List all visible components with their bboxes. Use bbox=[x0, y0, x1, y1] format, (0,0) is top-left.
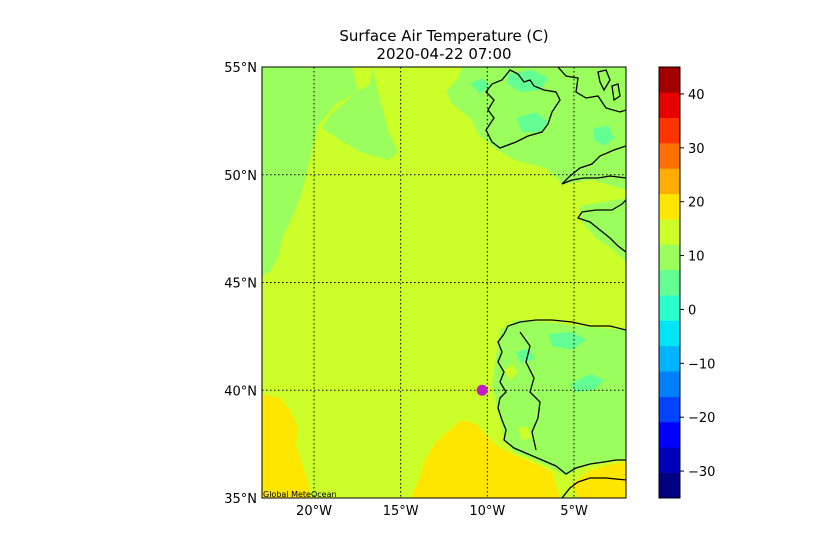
colorbar-segment bbox=[659, 244, 680, 271]
lat-tick-label: 35°N bbox=[224, 492, 257, 507]
colorbar-segment bbox=[659, 371, 680, 397]
lat-tick-label: 50°N bbox=[224, 169, 257, 184]
colorbar-segment bbox=[659, 219, 680, 245]
colorbar-tick-label: 40 bbox=[688, 88, 705, 103]
coastline-ireland bbox=[485, 69, 561, 149]
lat-tick-label: 45°N bbox=[224, 277, 257, 292]
border-spain-portugal bbox=[519, 331, 541, 451]
map-panel: Global MeteOcean bbox=[262, 67, 626, 499]
map-frame bbox=[261, 66, 627, 499]
coastline-morocco bbox=[561, 477, 626, 498]
graticule bbox=[262, 67, 626, 498]
longitude-tick-labels: 20°W 15°W 10°W 5°W bbox=[296, 504, 588, 519]
colorbar-tick-label: 10 bbox=[688, 250, 705, 265]
coastline-scotland-islands bbox=[597, 69, 621, 102]
colorbar-segment bbox=[659, 320, 680, 347]
coastline-britain bbox=[557, 67, 626, 185]
colorbar-segment bbox=[659, 143, 680, 169]
warm-patch-iberia bbox=[504, 364, 532, 440]
lat-tick-label: 40°N bbox=[224, 384, 257, 399]
temp-field-english-channel bbox=[580, 198, 626, 262]
colorbar: 40 30 20 10 0 −10 −20 −30 bbox=[658, 66, 715, 499]
cool-patch-ireland bbox=[470, 70, 614, 146]
colorbar-tick-label: −10 bbox=[688, 357, 715, 372]
colorbar-segment bbox=[659, 67, 680, 93]
colorbar-segment bbox=[659, 345, 680, 372]
colorbar-segment bbox=[659, 269, 680, 296]
map-title-line1: Surface Air Temperature (C) bbox=[339, 27, 548, 45]
observation-point-marker bbox=[476, 384, 488, 396]
colorbar-segment bbox=[659, 447, 680, 473]
coastline-brittany bbox=[576, 199, 626, 253]
colorbar-tick-label: −30 bbox=[688, 465, 715, 480]
colorbar-segment bbox=[659, 117, 680, 144]
colorbar-segment bbox=[659, 295, 680, 321]
map-title-line2: 2020-04-22 07:00 bbox=[376, 45, 511, 63]
lon-tick-label: 20°W bbox=[296, 504, 332, 519]
lon-tick-label: 10°W bbox=[469, 504, 505, 519]
coastline-iberia bbox=[497, 319, 626, 475]
coastlines bbox=[485, 67, 626, 498]
colorbar-segment bbox=[659, 193, 680, 220]
temp-field-southwest bbox=[262, 394, 310, 498]
colorbar-segment bbox=[659, 168, 680, 195]
colorbar-segment bbox=[659, 396, 680, 423]
lon-tick-label: 15°W bbox=[383, 504, 419, 519]
latitude-tick-labels: 55°N 50°N 45°N 40°N 35°N bbox=[224, 61, 257, 507]
colorbar-tick-label: −20 bbox=[688, 411, 715, 426]
colorbar-tick-label: 0 bbox=[688, 303, 696, 318]
temp-field-northwest bbox=[262, 67, 398, 276]
lat-tick-label: 55°N bbox=[224, 61, 257, 76]
map-watermark: Global MeteOcean bbox=[263, 490, 337, 499]
lon-tick-label: 5°W bbox=[560, 504, 588, 519]
temp-field-south bbox=[410, 420, 560, 498]
temp-field-mediterranean bbox=[572, 462, 626, 498]
colorbar-tick-label: 20 bbox=[688, 196, 705, 211]
colorbar-tick-label: 30 bbox=[688, 142, 705, 157]
colorbar-segment bbox=[659, 421, 680, 448]
cool-patch-iberia bbox=[516, 332, 604, 392]
colorbar-segment bbox=[659, 472, 680, 499]
colorbar-segment bbox=[659, 92, 680, 119]
colorbar-frame bbox=[658, 66, 681, 499]
